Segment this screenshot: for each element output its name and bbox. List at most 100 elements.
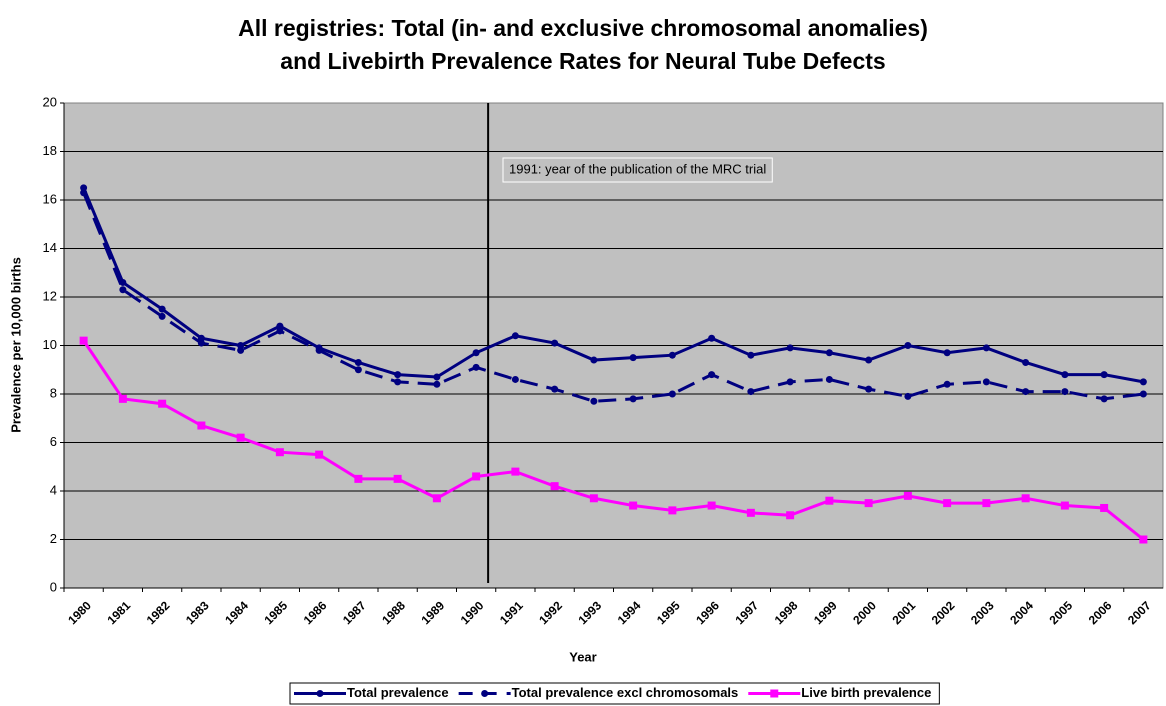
legend-label: Total prevalence excl chromosomals: [512, 685, 739, 700]
marker: [197, 334, 205, 342]
marker: [472, 472, 481, 481]
x-tick-label: 2006: [1086, 598, 1115, 627]
x-tick-label: 1983: [183, 598, 212, 627]
legend-marker: [316, 690, 324, 697]
marker: [394, 371, 402, 379]
y-tick-label: 14: [43, 240, 57, 255]
marker: [943, 380, 951, 388]
marker: [354, 358, 362, 366]
marker: [432, 494, 441, 503]
x-tick-label: 2000: [850, 598, 879, 627]
marker: [864, 499, 873, 508]
y-tick-label: 12: [43, 288, 57, 303]
chart-title: All registries: Total (in- and exclusive…: [238, 15, 928, 41]
marker: [433, 373, 441, 381]
marker: [747, 351, 755, 359]
marker: [276, 322, 284, 330]
marker: [746, 508, 755, 517]
marker: [511, 332, 519, 340]
marker: [629, 395, 637, 403]
x-tick-label: 1989: [418, 598, 447, 627]
marker: [629, 354, 637, 362]
marker: [393, 474, 402, 483]
marker: [786, 378, 794, 386]
marker: [589, 494, 598, 503]
marker: [354, 474, 363, 483]
marker: [315, 450, 324, 459]
marker: [943, 349, 951, 357]
marker: [511, 375, 519, 383]
marker: [1139, 390, 1147, 398]
marker: [551, 385, 559, 393]
marker: [1100, 371, 1108, 379]
marker: [79, 336, 88, 345]
y-tick-label: 16: [43, 191, 57, 206]
x-tick-label: 1999: [811, 598, 840, 627]
marker: [1060, 501, 1069, 510]
marker: [629, 501, 638, 510]
marker: [1139, 378, 1147, 386]
marker: [158, 312, 166, 320]
marker: [197, 339, 205, 347]
x-tick-label: 2007: [1125, 598, 1154, 627]
marker: [982, 344, 990, 352]
x-tick-label: 1986: [301, 598, 330, 627]
x-tick-label: 1988: [379, 598, 408, 627]
x-tick-label: 1991: [497, 598, 526, 627]
legend-label: Live birth prevalence: [801, 685, 931, 700]
x-tick-label: 2002: [929, 598, 958, 627]
x-tick-label: 1997: [732, 598, 761, 627]
y-tick-label: 18: [43, 143, 57, 158]
marker: [590, 356, 598, 364]
x-tick-label: 1994: [615, 598, 644, 627]
marker: [80, 189, 88, 197]
line: [82, 187, 1144, 384]
x-tick-label: 1987: [340, 598, 369, 627]
y-tick-label: 20: [43, 94, 57, 109]
annotation: 1991: year of the publication of the MRC…: [509, 161, 766, 176]
marker: [1021, 494, 1030, 503]
marker: [433, 380, 441, 388]
marker: [315, 346, 323, 354]
marker: [1139, 535, 1148, 544]
marker: [551, 339, 559, 347]
marker: [825, 375, 833, 383]
x-tick-label: 1990: [458, 598, 487, 627]
annotation-box: [502, 157, 773, 183]
x-axis-label: Year: [569, 649, 596, 664]
x-tick-label: 1996: [693, 598, 722, 627]
marker: [550, 482, 559, 491]
marker: [865, 385, 873, 393]
marker: [982, 378, 990, 386]
marker: [590, 397, 598, 405]
marker: [668, 506, 677, 515]
line: [82, 192, 1144, 403]
marker: [158, 399, 167, 408]
x-tick-label: 1982: [144, 598, 173, 627]
marker: [276, 327, 284, 335]
marker: [904, 342, 912, 349]
y-tick-label: 10: [43, 337, 57, 352]
marker: [275, 448, 284, 457]
marker: [354, 366, 362, 374]
x-tick-label: 2005: [1046, 598, 1075, 627]
x-tick-label: 1984: [222, 598, 251, 627]
x-tick-label: 1985: [261, 598, 290, 627]
marker: [825, 496, 834, 505]
x-tick-label: 2004: [1007, 598, 1036, 627]
x-tick-label: 1993: [575, 598, 604, 627]
legend-marker: [481, 690, 489, 697]
marker: [982, 499, 991, 508]
legend-marker: [770, 689, 779, 698]
y-tick-label: 2: [50, 531, 57, 546]
marker: [237, 342, 245, 349]
marker: [1100, 395, 1108, 403]
marker: [394, 378, 402, 386]
marker: [118, 394, 127, 403]
marker: [825, 349, 833, 357]
x-tick-label: 1998: [772, 598, 801, 627]
x-tick-label: 1980: [65, 598, 94, 627]
marker: [1061, 388, 1069, 396]
marker: [865, 356, 873, 364]
